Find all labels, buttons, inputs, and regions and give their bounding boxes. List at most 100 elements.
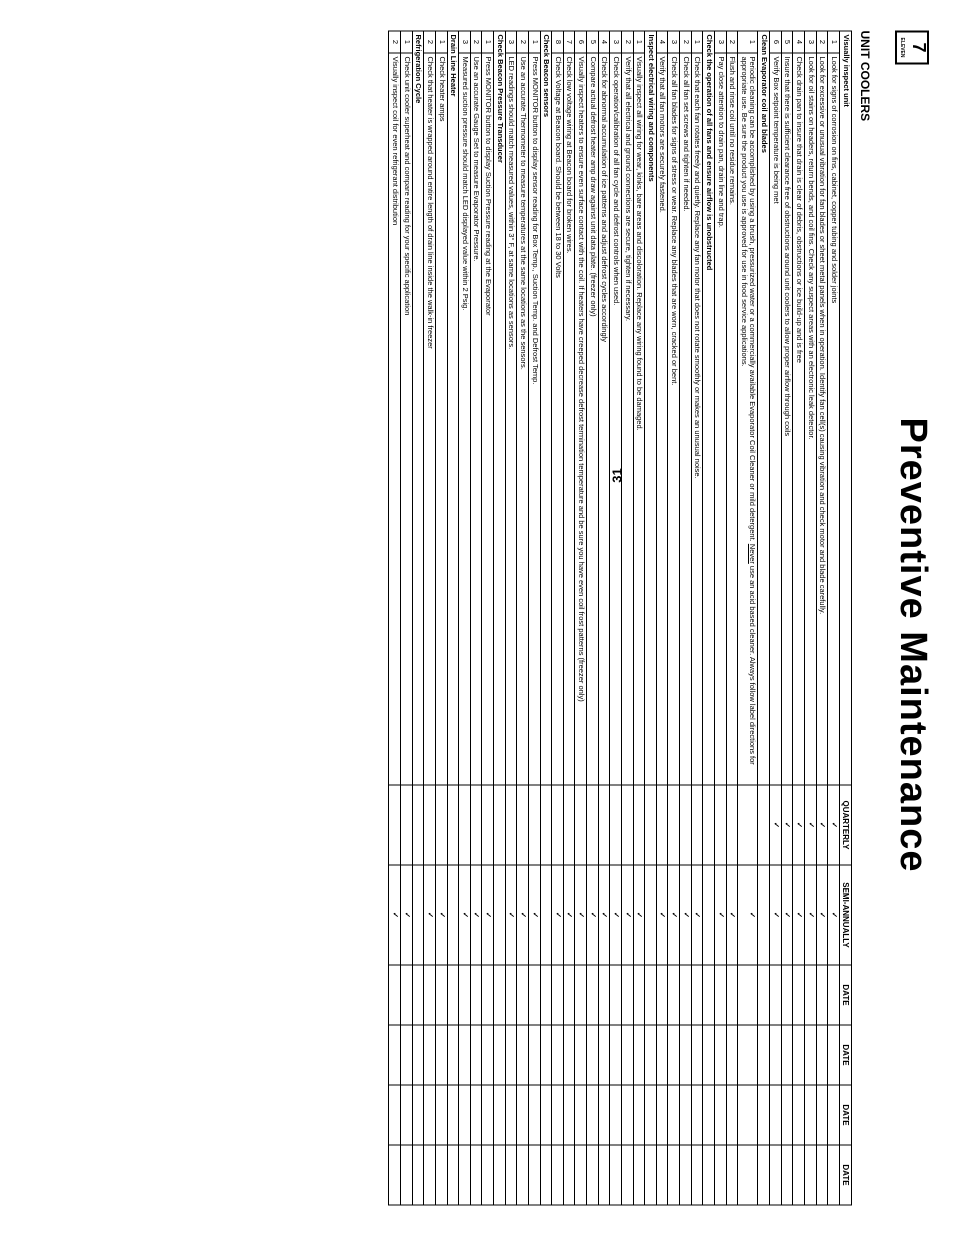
task-text: Verify that all fan motors are securely … <box>656 53 668 785</box>
date-cell <box>668 1025 680 1085</box>
task-text: Compare actual defrost heater amp draw a… <box>587 53 599 785</box>
date-cell <box>828 1085 840 1145</box>
semi-annual-check: ✓ <box>552 865 564 965</box>
row-number: 3 <box>610 31 622 53</box>
date-cell <box>587 965 599 1025</box>
row-number: 3 <box>714 31 726 53</box>
date-cell <box>389 965 401 1025</box>
date-cell <box>575 1085 587 1145</box>
date-cell <box>770 1145 782 1205</box>
date-cell <box>587 1025 599 1085</box>
date-cell <box>656 965 668 1025</box>
date-cell <box>726 1085 738 1145</box>
date-cell <box>621 1145 633 1205</box>
date-cell <box>528 965 540 1025</box>
date-cell <box>714 965 726 1025</box>
section-title: Check Beacon sensors <box>540 31 552 785</box>
quarterly-check <box>598 785 610 865</box>
date-cell <box>435 1145 447 1205</box>
date-cell <box>691 965 703 1025</box>
date-cell <box>610 1085 622 1145</box>
date-cell <box>691 1085 703 1145</box>
page-number: 31 <box>610 468 625 482</box>
date-cell <box>505 1145 517 1205</box>
date-cell <box>389 1085 401 1145</box>
row-number: 3 <box>459 31 471 53</box>
quarterly-check <box>505 785 517 865</box>
quarterly-check <box>738 785 758 865</box>
semi-annual-check: ✓ <box>389 865 401 965</box>
task-text: Visually inspect all wiring for wear, ki… <box>633 53 645 785</box>
date-cell <box>587 1085 599 1145</box>
quarterly-check <box>517 785 529 865</box>
col-header: QUARTERLY <box>839 785 851 865</box>
task-text: Check drain pan to insure that drain is … <box>793 53 805 785</box>
quarterly-check <box>726 785 738 865</box>
task-text: Verify that all electrical and ground co… <box>621 53 633 785</box>
date-cell <box>621 1025 633 1085</box>
row-number: 1 <box>528 31 540 53</box>
quarterly-check <box>575 785 587 865</box>
date-cell <box>528 1085 540 1145</box>
date-cell <box>610 965 622 1025</box>
row-number: 3 <box>505 31 517 53</box>
row-number: 1 <box>482 31 494 53</box>
date-cell <box>816 965 828 1025</box>
date-cell <box>482 1085 494 1145</box>
date-cell <box>738 1025 758 1085</box>
quarterly-check <box>563 785 575 865</box>
task-text: Check all fan blades for signs of stress… <box>668 53 680 785</box>
date-cell <box>505 1025 517 1085</box>
semi-annual-check: ✓ <box>435 865 447 965</box>
row-number: 3 <box>668 31 680 53</box>
quarterly-check <box>470 785 482 865</box>
semi-annual-check: ✓ <box>726 865 738 965</box>
date-cell <box>575 1145 587 1205</box>
task-text: Look for signs of corrosion on fins, cab… <box>828 53 840 785</box>
date-cell <box>424 1085 436 1145</box>
quarterly-check <box>389 785 401 865</box>
date-cell <box>668 965 680 1025</box>
date-cell <box>714 1145 726 1205</box>
task-text: Pay close attention to drain pan, drain … <box>714 53 726 785</box>
date-cell <box>401 1025 413 1085</box>
date-cell <box>738 1145 758 1205</box>
quarterly-check: ✓ <box>793 785 805 865</box>
task-text: Flush and rinse coil until no residue re… <box>726 53 738 785</box>
date-cell <box>505 965 517 1025</box>
date-cell <box>793 1025 805 1085</box>
quarterly-check <box>633 785 645 865</box>
date-cell <box>528 1025 540 1085</box>
quarterly-check <box>424 785 436 865</box>
row-number: 1 <box>738 31 758 53</box>
date-cell <box>598 1085 610 1145</box>
col-header: DATE <box>839 1145 851 1205</box>
date-cell <box>804 1085 816 1145</box>
semi-annual-check: ✓ <box>738 865 758 965</box>
date-cell <box>552 1145 564 1205</box>
task-text: Verify Box setpoint temperature is being… <box>770 53 782 785</box>
date-cell <box>470 1025 482 1085</box>
date-cell <box>401 1145 413 1205</box>
section-title: Visually inspect unit <box>839 31 851 785</box>
row-number: 7 <box>563 31 575 53</box>
date-cell <box>505 1085 517 1145</box>
date-cell <box>621 965 633 1025</box>
date-cell <box>828 1025 840 1085</box>
date-cell <box>575 965 587 1025</box>
row-number: 6 <box>770 31 782 53</box>
row-number: 1 <box>435 31 447 53</box>
date-cell <box>552 1085 564 1145</box>
quarterly-check: ✓ <box>828 785 840 865</box>
date-cell <box>528 1145 540 1205</box>
semi-annual-check: ✓ <box>804 865 816 965</box>
date-cell <box>770 1025 782 1085</box>
date-cell <box>781 965 793 1025</box>
row-number: 2 <box>389 31 401 53</box>
semi-annual-check: ✓ <box>575 865 587 965</box>
date-cell <box>680 1145 692 1205</box>
date-cell <box>656 1085 668 1145</box>
semi-annual-check: ✓ <box>656 865 668 965</box>
date-cell <box>435 965 447 1025</box>
row-number: 6 <box>575 31 587 53</box>
